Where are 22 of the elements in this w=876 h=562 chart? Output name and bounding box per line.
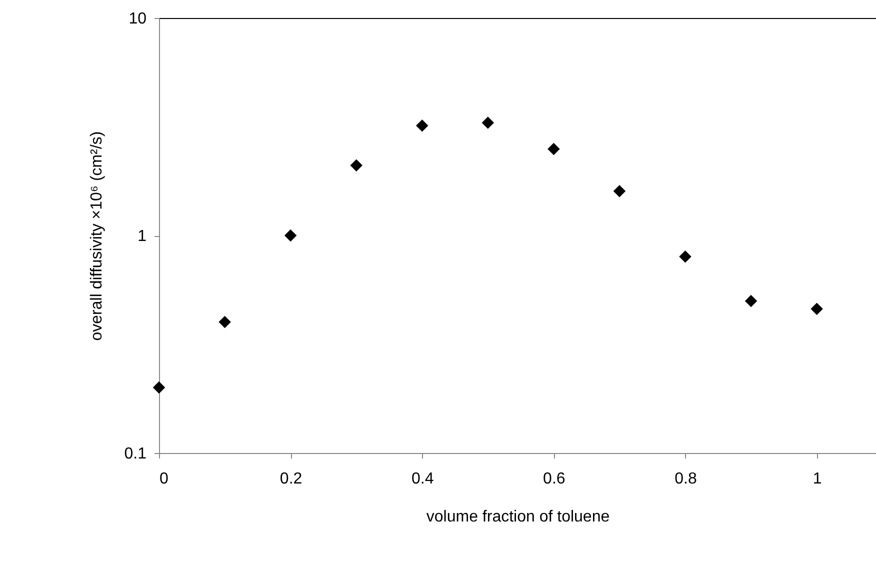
y-tick-label: 0.1 bbox=[124, 446, 147, 462]
x-tick-label: 0.2 bbox=[280, 470, 302, 488]
x-tick-label: 0.8 bbox=[674, 470, 697, 488]
point bbox=[152, 381, 166, 394]
x-tick-label: 0.6 bbox=[543, 470, 566, 488]
y-axis-title: overall diffusivity ×10⁶ (cm²/s) bbox=[88, 131, 106, 341]
point bbox=[218, 316, 231, 328]
point bbox=[350, 159, 362, 172]
point bbox=[416, 120, 428, 132]
x-tick-label: 1 bbox=[812, 470, 822, 488]
point bbox=[284, 229, 297, 242]
point bbox=[613, 184, 626, 198]
point bbox=[679, 250, 692, 263]
x-tick-label: 0 bbox=[160, 470, 168, 488]
point bbox=[744, 294, 758, 308]
point bbox=[482, 116, 494, 129]
x-tick-label: 0.4 bbox=[411, 470, 434, 488]
x-axis-title: volume fraction of toluene bbox=[426, 508, 610, 526]
point bbox=[810, 302, 823, 315]
point bbox=[548, 142, 560, 156]
y-tick-label: 10 bbox=[128, 10, 147, 28]
y-tick-label: 1 bbox=[138, 228, 147, 245]
